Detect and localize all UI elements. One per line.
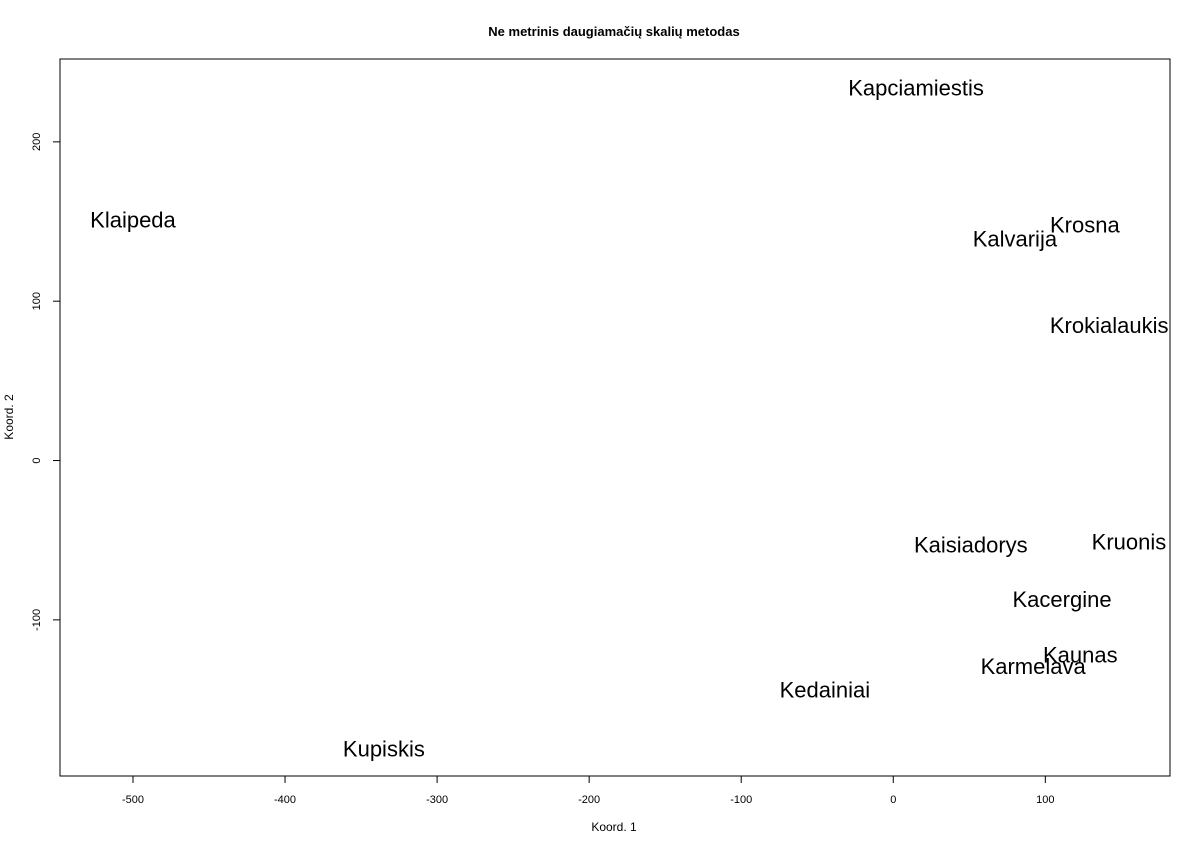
x-tick-label: -200 [578,794,600,806]
point-label: Kalvarija [973,227,1058,252]
point-label: Karmelava [981,654,1087,679]
point-label: Kaunas [1043,643,1118,668]
x-tick-label: -100 [730,794,752,806]
x-axis-title: Koord. 1 [591,820,637,834]
y-tick-label: 200 [31,133,43,151]
x-tick-label: -500 [122,794,144,806]
x-tick-label: -300 [426,794,448,806]
point-label: Krosna [1050,212,1120,237]
y-tick-label: 0 [31,457,43,463]
point-label: Kacergine [1013,587,1112,612]
point-label: Kaisiadorys [914,533,1028,558]
y-tick-label: -100 [31,609,43,631]
y-tick-label: 100 [31,292,43,310]
point-label: Kruonis [1092,529,1167,554]
x-tick-label: 0 [890,794,896,806]
chart-title: Ne metrinis daugiamačių skalių metodas [488,24,739,39]
y-axis: -100 0 100 200 [31,133,61,631]
point-label: Kedainiai [780,678,871,703]
point-label: Kapciamiestis [848,75,984,100]
point-label: Klaipeda [90,208,176,233]
x-axis: -500 -400 -300 -200 -100 0 100 [122,775,1054,806]
point-label: Krokialaukis [1050,313,1169,338]
y-axis-title: Koord. 2 [2,394,16,440]
point-label: Kupiskis [343,737,425,762]
x-tick-label: 100 [1036,794,1054,806]
x-tick-label: -400 [274,794,296,806]
